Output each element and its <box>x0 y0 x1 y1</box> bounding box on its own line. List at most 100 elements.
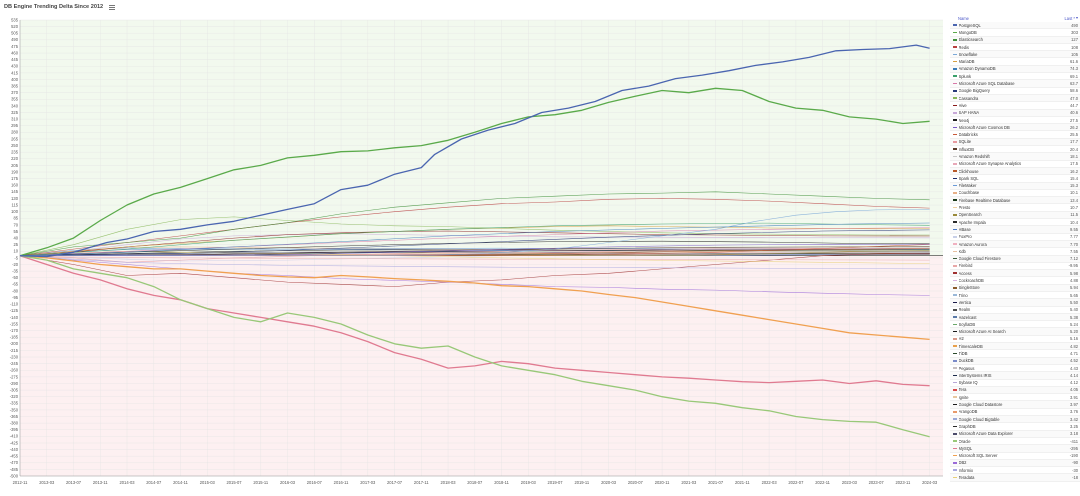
legend-item[interactable]: ScyllaDB 5.24 <box>950 321 1080 329</box>
menu-icon[interactable] <box>109 4 116 10</box>
series-line <box>19 243 930 256</box>
legend-item[interactable]: Amazon DynamoDB 74.3 <box>950 65 1080 74</box>
legend-item-value: -9.95 <box>1068 263 1078 269</box>
legend-item[interactable]: Firebase Realtime Database 13.4 <box>950 197 1080 205</box>
legend-item-name: Snowflake <box>958 51 978 57</box>
y-tick-label: 415 <box>11 70 19 75</box>
legend-item[interactable]: Microsoft Azure Data Explorer 3.18 <box>950 430 1080 438</box>
legend-item[interactable]: Microsoft Azure SQL Database 63.7 <box>950 80 1080 88</box>
legend-item[interactable]: Google Cloud Firestore 7.12 <box>950 255 1080 263</box>
legend-item-value: 127 <box>1071 37 1078 43</box>
legend-item[interactable]: Databricks 25.5 <box>950 131 1080 139</box>
legend-item[interactable]: Amazon Redshift 18.1 <box>950 153 1080 161</box>
legend-item[interactable]: PostgreSQL 490 <box>950 22 1080 30</box>
legend-item[interactable]: MariaDB 61.6 <box>950 58 1080 66</box>
legend-item[interactable]: Trino 5.65 <box>950 292 1080 300</box>
legend-item[interactable]: Pegasus 4.43 <box>950 365 1080 373</box>
legend-item[interactable]: Vertica 5.50 <box>950 299 1080 307</box>
legend-item[interactable]: Google Cloud Datastore 3.97 <box>950 401 1080 409</box>
x-tick-label: 2020-07 <box>628 480 644 485</box>
legend-item-name: Microsoft Azure Synapse Analytics <box>958 161 1022 167</box>
series-line <box>20 209 930 256</box>
legend-swatch <box>953 235 957 238</box>
legend-item[interactable]: Microsoft Azure Synapse Analytics 17.5 <box>950 161 1080 168</box>
legend-item[interactable]: Hive 44.7 <box>950 102 1080 110</box>
y-tick-label: -5 <box>14 255 18 260</box>
legend-item[interactable]: Firebird -9.95 <box>950 263 1080 271</box>
legend-item[interactable]: DuckDB 4.52 <box>950 357 1080 365</box>
legend-item[interactable]: Spark SQL 15.4 <box>950 175 1080 183</box>
legend-item[interactable]: Oracle -411 <box>950 438 1080 446</box>
legend-item[interactable]: Redis 108 <box>950 44 1080 52</box>
legend-item[interactable]: H2 5.16 <box>950 336 1080 344</box>
legend-item[interactable]: TiDB 4.71 <box>950 350 1080 358</box>
legend-swatch <box>953 316 957 318</box>
legend-item[interactable]: Hazelcast 5.38 <box>950 313 1080 322</box>
legend-swatch <box>953 199 957 202</box>
legend-value-header[interactable]: Last * <box>1065 16 1078 21</box>
y-tick-label: 160 <box>11 183 19 188</box>
legend-item[interactable]: Couchbase 10.1 <box>950 190 1080 198</box>
legend-item[interactable]: SQLite 17.7 <box>950 138 1080 147</box>
legend-item-name: Databricks <box>958 132 978 138</box>
legend-item[interactable]: InfluxDB 20.4 <box>950 146 1080 154</box>
y-tick-label: -440 <box>10 447 19 452</box>
legend-item[interactable]: Realm 5.40 <box>950 307 1080 314</box>
legend-item-value: 5.50 <box>1070 299 1078 305</box>
legend-item[interactable]: OpenSearch 11.5 <box>950 211 1080 220</box>
legend-item-name: Tera <box>958 387 967 393</box>
legend-item[interactable]: Teradata -18 <box>950 474 1080 482</box>
legend-item-value: 5.38 <box>1070 314 1078 320</box>
legend-item[interactable]: Tera 4.05 <box>950 386 1080 395</box>
legend-item[interactable]: Clickhouse 16.2 <box>950 167 1080 176</box>
legend-item[interactable]: Microsoft Azure AI Search 5.20 <box>950 328 1080 336</box>
legend-item[interactable]: SAP HANA 40.6 <box>950 109 1080 117</box>
legend-name-header[interactable]: Name <box>958 15 969 21</box>
legend-swatch <box>953 338 957 340</box>
legend-item[interactable]: SingleStore 5.94 <box>950 284 1080 292</box>
legend-item[interactable]: InterSystems IRIS 4.14 <box>950 372 1080 380</box>
legend-item[interactable]: Microsoft SQL Server -190 <box>950 453 1080 460</box>
legend-item[interactable]: Google BigQuery 58.6 <box>950 88 1080 95</box>
legend-item[interactable]: Cassandra 47.0 <box>950 94 1080 103</box>
legend-item[interactable]: DB2 -90 <box>950 459 1080 468</box>
x-tick-label: 2017-11 <box>414 480 429 485</box>
legend-item[interactable]: GraphDB 3.25 <box>950 423 1080 431</box>
legend-item[interactable]: Kdb 7.55 <box>950 248 1080 256</box>
legend-item[interactable]: TimescaleDB 4.82 <box>950 343 1080 351</box>
legend-item[interactable]: Google Cloud Bigtable 3.42 <box>950 416 1080 424</box>
legend-swatch <box>953 155 957 158</box>
legend-item[interactable]: Presto 10.7 <box>950 204 1080 212</box>
legend-item[interactable]: Splunk 69.1 <box>950 73 1080 81</box>
legend-item[interactable]: MySQL -295 <box>950 445 1080 453</box>
legend-item[interactable]: FoxPro 7.77 <box>950 234 1080 241</box>
legend-swatch <box>953 330 957 333</box>
legend-item[interactable]: HBase 9.55 <box>950 226 1080 234</box>
series-line <box>19 240 930 256</box>
legend-item[interactable]: Sybase IQ 4.12 <box>950 380 1080 387</box>
x-tick-label: 2022-11 <box>815 480 830 485</box>
plot-area[interactable]: 535 520 505 490 475 460 445 430 415 400 385 370 355 3… <box>0 14 948 496</box>
legend-item-name: Presto <box>958 205 971 211</box>
legend-item-name: HBase <box>958 226 971 232</box>
legend-item[interactable]: CockroachDB 4.88 <box>950 277 1080 285</box>
y-tick-label: -320 <box>10 394 19 399</box>
y-tick-label: 505 <box>11 31 19 36</box>
legend-item-value: 7.12 <box>1070 256 1078 262</box>
legend-item[interactable]: Amazon Aurora 7.70 <box>950 240 1080 249</box>
legend-item[interactable]: Microsoft Azure Cosmos DB 26.2 <box>950 124 1080 132</box>
legend-swatch <box>953 367 957 369</box>
legend-item-value: 5.40 <box>1070 307 1078 313</box>
legend-item[interactable]: MongoDB 303 <box>950 29 1080 37</box>
legend-item[interactable]: FileMaker 15.3 <box>950 182 1080 190</box>
legend-item[interactable]: Elasticsearch 127 <box>950 36 1080 44</box>
legend-item[interactable]: Neo4j 27.5 <box>950 117 1080 125</box>
legend-item[interactable]: Snowflake 105 <box>950 51 1080 59</box>
legend-item[interactable]: Informix -30 <box>950 467 1080 475</box>
legend-item[interactable]: ArangoDB 3.76 <box>950 409 1080 417</box>
y-tick-label: -80 <box>12 288 19 293</box>
legend-item[interactable]: Apache Impala 10.4 <box>950 219 1080 227</box>
legend-item[interactable]: Ignite 3.91 <box>950 394 1080 402</box>
legend-item-value: 10.4 <box>1070 219 1078 225</box>
legend-item[interactable]: Access 5.98 <box>950 270 1080 278</box>
